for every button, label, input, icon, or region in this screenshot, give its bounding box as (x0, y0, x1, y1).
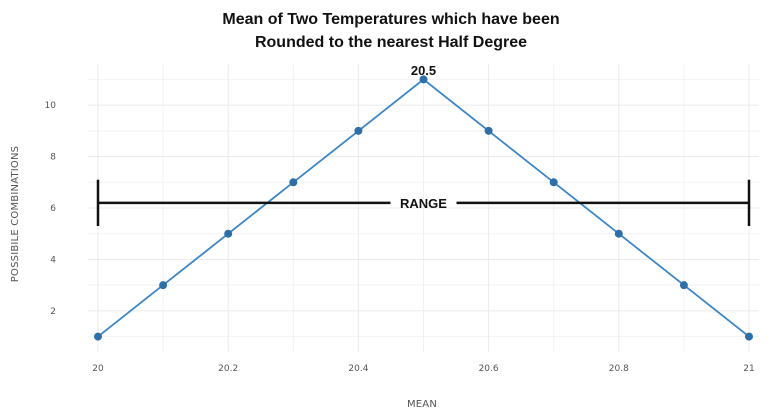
x-tick-label: 20.6 (479, 364, 499, 374)
x-tick-label: 21 (743, 364, 754, 374)
annotations: 20.5 RANGE (96, 63, 751, 226)
x-tick-label: 20 (92, 364, 104, 374)
y-tick-label: 8 (50, 153, 56, 163)
y-tick-label: 2 (50, 307, 56, 317)
peak-label: 20.5 (411, 63, 436, 78)
chart-title-line-2: Rounded to the nearest Half Degree (255, 34, 527, 51)
range-label: RANGE (400, 196, 447, 211)
y-axis-label: POSSIBILE COMBINATIONS (10, 146, 21, 282)
data-point (549, 178, 558, 187)
data-point (679, 281, 688, 290)
x-axis-label: MEAN (407, 399, 437, 410)
data-point (159, 281, 168, 290)
x-tick-label: 20.4 (348, 364, 368, 374)
y-tick-label: 10 (45, 101, 57, 111)
data-point (745, 332, 753, 341)
x-tick-label: 20.2 (218, 364, 238, 374)
data-point (289, 178, 298, 187)
chart-title-line-1: Mean of Two Temperatures which have been (222, 11, 559, 28)
data-point (484, 126, 493, 135)
data-point (614, 229, 623, 238)
data-point (94, 332, 102, 341)
data-point (354, 126, 363, 135)
x-tick-label: 20.8 (609, 364, 629, 374)
y-axis-ticks: 2 4 6 8 10 (45, 101, 57, 317)
data-point (419, 75, 428, 84)
data-point (224, 229, 233, 238)
y-tick-label: 4 (50, 255, 56, 265)
x-axis-ticks: 20 20.2 20.4 20.6 20.8 21 (92, 364, 754, 374)
series (94, 75, 753, 341)
y-tick-label: 6 (50, 204, 56, 214)
